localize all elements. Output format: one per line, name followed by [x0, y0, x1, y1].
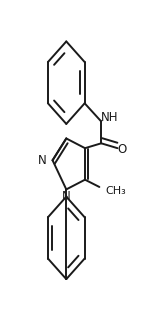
Text: CH₃: CH₃: [106, 186, 126, 196]
Text: N: N: [62, 190, 71, 203]
Text: N: N: [38, 154, 46, 167]
Text: O: O: [117, 143, 126, 156]
Text: NH: NH: [101, 111, 119, 124]
